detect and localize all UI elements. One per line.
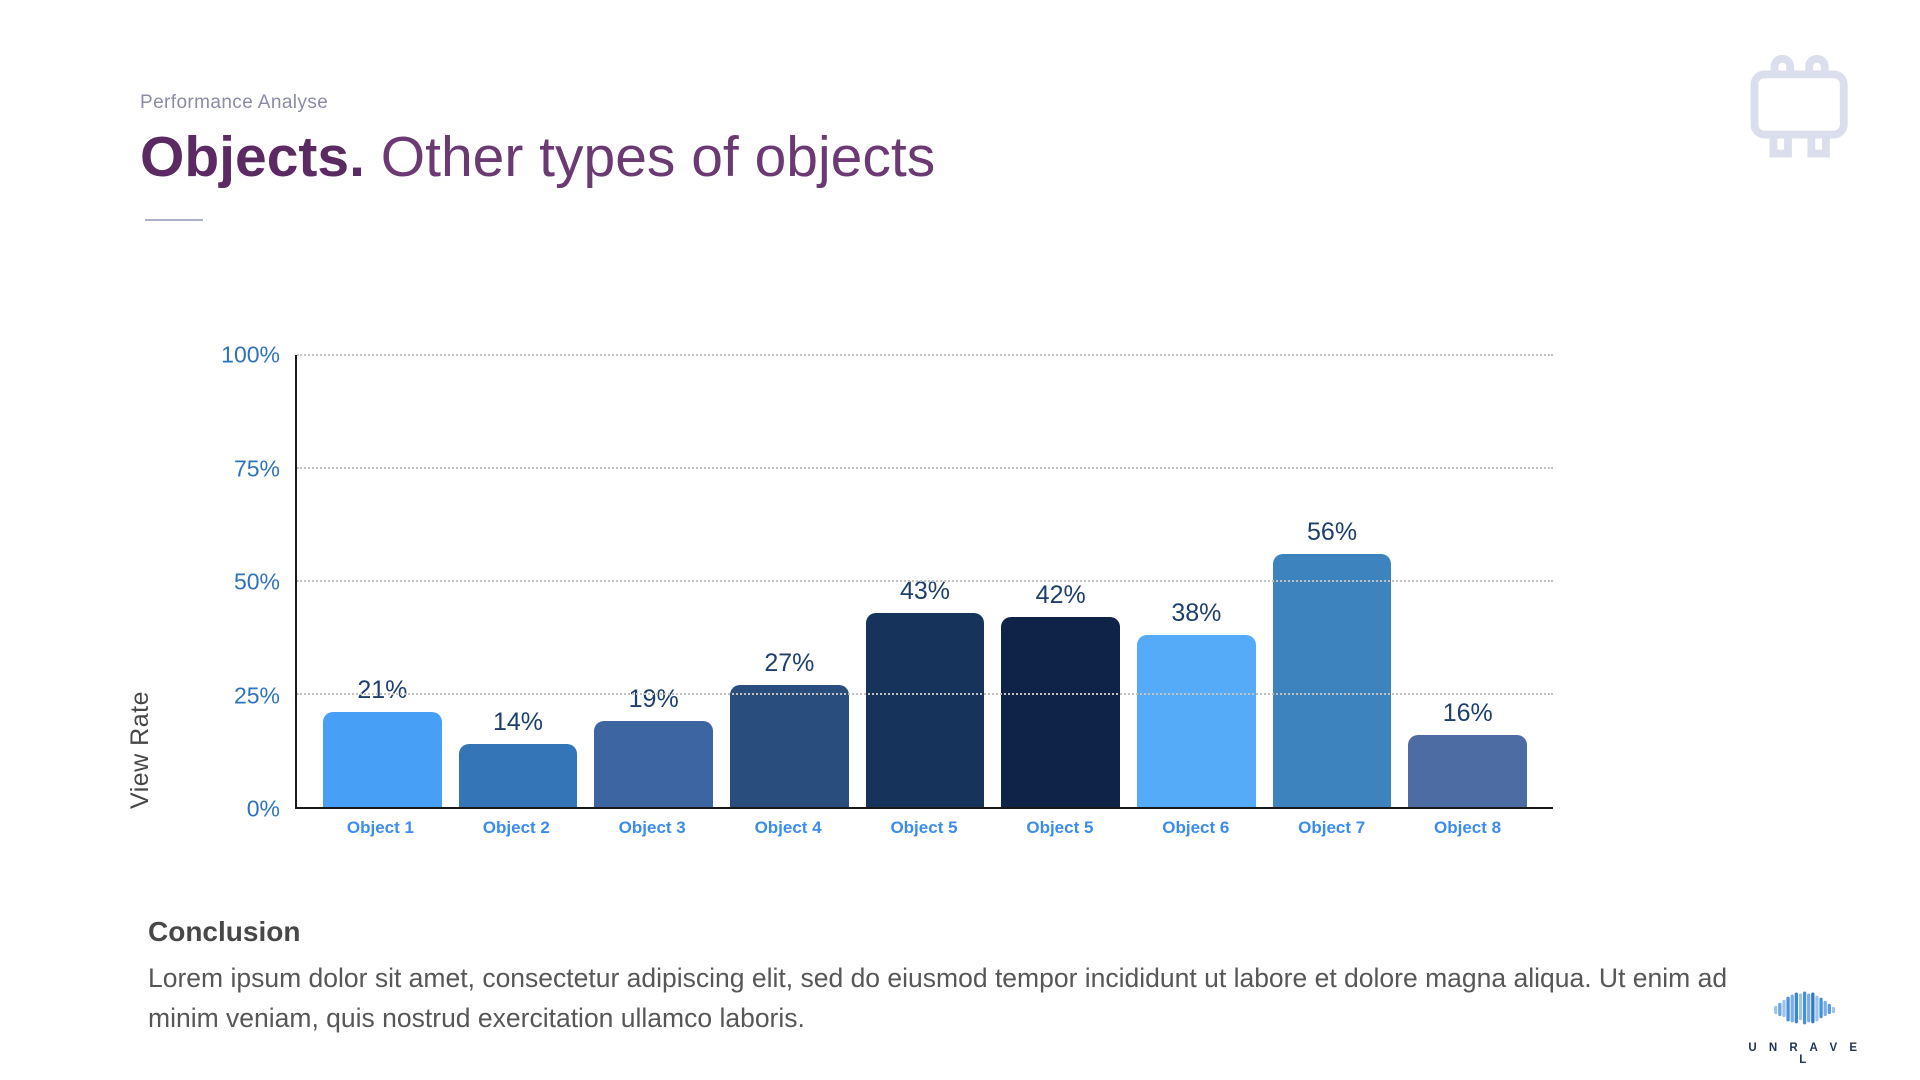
bar <box>594 721 714 807</box>
x-axis-label: Object 4 <box>754 818 822 837</box>
bar-slot: 19% <box>594 355 714 807</box>
gridline <box>297 580 1553 582</box>
conclusion-body: Lorem ipsum dolor sit amet, consectetur … <box>148 963 1728 1034</box>
eyebrow-label: Performance Analyse <box>140 92 329 113</box>
x-axis-label: Object 8 <box>1434 818 1502 837</box>
bar <box>1272 553 1392 807</box>
bar-value-label: 56% <box>1307 517 1358 546</box>
bar-value-label: 42% <box>1035 581 1086 610</box>
bar-value-label: 38% <box>1171 599 1222 628</box>
bar-slot: 21% <box>323 355 442 807</box>
gridline <box>297 467 1553 469</box>
x-axis-label: Object 7 <box>1298 818 1366 837</box>
bar <box>1137 635 1256 807</box>
y-tick-label: 50% <box>233 568 280 595</box>
y-tick-label: 0% <box>246 795 280 822</box>
bar-value-label: 19% <box>628 685 679 714</box>
plot-area: 21% 14% 19% 27% 43% 42% 38% 56% 16% <box>295 354 1553 809</box>
page-title-bold: Objects. <box>140 125 365 189</box>
bar <box>323 712 442 807</box>
bars-container: 21% 14% 19% 27% 43% 42% 38% 56% 16% <box>297 355 1553 807</box>
y-tick-label: 25% <box>233 682 280 708</box>
x-axis-label: Object 2 <box>482 818 550 837</box>
bar-slot: 14% <box>458 355 578 807</box>
x-axis-label: Object 5 <box>1026 818 1094 837</box>
page-title: Objects. Other types of objects <box>140 125 936 189</box>
gridline <box>297 354 1553 356</box>
x-axis-label: Object 1 <box>346 818 414 837</box>
logo-wordmark: U N R A V E L <box>1748 1042 1862 1066</box>
bar-value-label: 16% <box>1442 698 1493 727</box>
conclusion-section: Conclusion Lorem ipsum dolor sit amet, c… <box>148 916 1738 1039</box>
brand-logo: U N R A V E L <box>1740 987 1870 1066</box>
y-axis-title: View Rate <box>126 691 154 809</box>
bar-slot: 38% <box>1137 355 1256 807</box>
page-title-light: Other types of objects <box>380 125 936 189</box>
whiteboard-icon <box>1742 42 1854 163</box>
conclusion-heading: Conclusion <box>148 916 301 947</box>
brain-bars-icon <box>1774 991 1836 1025</box>
bar-slot: 56% <box>1272 355 1392 807</box>
bar-slot: 16% <box>1408 355 1528 807</box>
gridline <box>297 693 1553 695</box>
x-axis-labels: Object 1 Object 2 Object 3 Object 4 Object 5… <box>295 818 1553 838</box>
bar-slot: 42% <box>1001 355 1121 807</box>
bar <box>458 743 578 807</box>
bar-value-label: 14% <box>492 707 544 736</box>
x-axis-label: Object 6 <box>1162 818 1230 837</box>
y-tick-label: 75% <box>233 455 280 481</box>
bar <box>865 612 985 807</box>
bar <box>730 684 849 807</box>
bar <box>1001 617 1121 807</box>
bar-value-label: 27% <box>764 648 815 677</box>
title-underline <box>145 219 203 221</box>
y-axis-ticks: 100% 75% 50% 25% 0% <box>175 342 280 822</box>
y-tick-label: 100% <box>221 341 280 368</box>
bar-slot: 27% <box>730 355 849 807</box>
slide-header: Performance Analyse Objects. Other types… <box>140 92 935 188</box>
x-axis-label: Object 5 <box>890 818 958 837</box>
bar <box>1408 734 1528 807</box>
bar-value-label: 21% <box>357 676 408 705</box>
x-axis-label: Object 3 <box>618 818 686 837</box>
